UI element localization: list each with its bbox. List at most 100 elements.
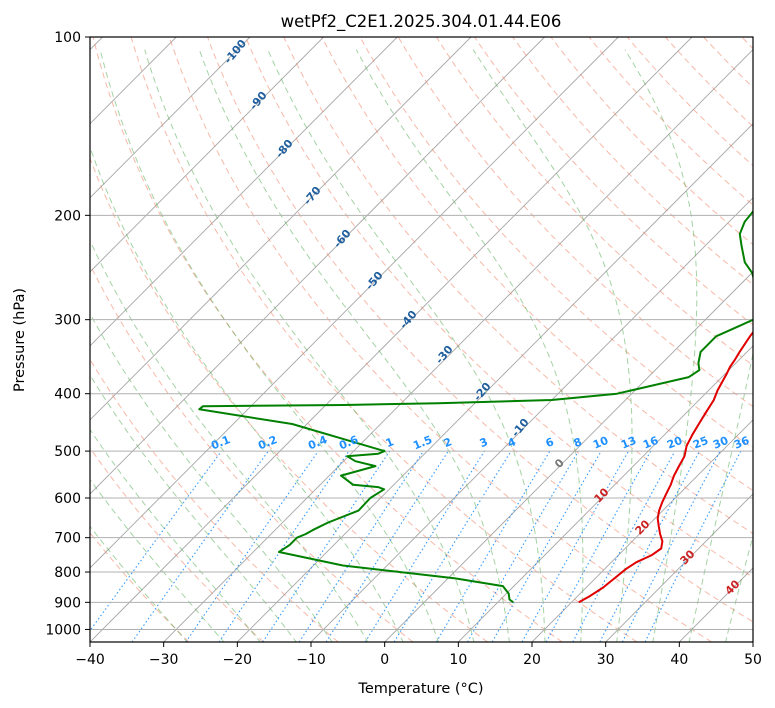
moist-adiabat [725, 534, 753, 642]
mixing-ratio-label: 1 [384, 435, 396, 450]
y-tick-label: 1000 [45, 622, 81, 638]
dry-adiabat-label: -40 [397, 308, 420, 332]
mixing-ratio-label: 36 [732, 434, 751, 452]
x-tick-label: −40 [75, 652, 105, 668]
dry-adiabat [359, 37, 753, 449]
moist-adiabat [267, 49, 546, 642]
dry-adiabat [90, 157, 488, 642]
y-axis: 100 200 300 400 500 600 700 800 900 1000 [45, 30, 90, 638]
mixing-ratio-line [325, 450, 449, 642]
dry-adiabat [550, 37, 753, 246]
moist-adiabat [198, 49, 510, 642]
y-tick-label: 500 [54, 444, 81, 460]
skewed-isotherm [678, 567, 753, 642]
mixing-ratio-line [644, 450, 742, 642]
dry-adiabat-label: -80 [273, 137, 296, 161]
moist-adiabat [144, 49, 475, 642]
mixing-ratio-label: 1.5 [411, 433, 434, 452]
moist-adiabat-label: 30 [678, 547, 698, 567]
dry-adiabat [588, 37, 753, 206]
mixing-ratio-label: 20 [665, 434, 684, 452]
skewed-isotherm [90, 37, 251, 199]
mixing-ratio-label: 0.4 [306, 433, 329, 452]
y-tick-label: 600 [54, 491, 81, 507]
chart-title: wetPf2_C2E1.2025.304.01.44.E06 [281, 12, 562, 32]
y-axis-label: Pressure (hPa) [12, 288, 28, 392]
x-axis-label: Temperature (°C) [357, 681, 483, 697]
moist-adiabat [90, 145, 404, 642]
moist-adiabat [472, 49, 633, 642]
skewed-isotherm [384, 271, 753, 642]
moist-adiabat [688, 351, 753, 642]
skewed-isotherm [90, 37, 693, 642]
dry-adiabat [397, 37, 753, 408]
plot-frame [89, 36, 754, 643]
dry-adiabat [90, 358, 339, 642]
dry-adiabat-label: -50 [363, 269, 386, 293]
y-tick-label: 300 [54, 313, 81, 329]
mixing-ratio-line [435, 450, 551, 642]
y-tick-label: 400 [54, 387, 81, 403]
moist-adiabat-label: 40 [723, 577, 743, 597]
x-tick-label: 10 [449, 652, 467, 668]
mixing-ratio-label: 16 [641, 434, 660, 452]
x-tick-label: −30 [149, 652, 179, 668]
mixing-ratio-line [621, 450, 721, 642]
skewed-isotherm [90, 37, 619, 569]
moist-adiabat-label: 0 [552, 456, 567, 471]
mixing-ratio-line [521, 450, 629, 642]
skewed-isotherm [90, 37, 545, 495]
skewed-isotherm [457, 345, 753, 642]
dry-adiabat [283, 37, 753, 535]
dry-adiabat [168, 37, 712, 642]
mixing-ratio-label: 30 [711, 434, 730, 452]
dry-adiabat [92, 37, 563, 642]
dry-adiabat [245, 37, 753, 578]
y-tick-label: 200 [54, 208, 81, 224]
mixing-ratio-label: 10 [591, 434, 610, 452]
mixing-ratio-label: 25 [691, 434, 710, 452]
mixing-ratio-line [298, 450, 424, 642]
mixing-ratio-label: 13 [619, 434, 638, 452]
mixing-ratio-line [599, 450, 701, 642]
dry-adiabat [512, 37, 753, 286]
moist-adiabat [99, 49, 440, 642]
skewed-isotherm [236, 123, 753, 642]
moist-adiabat [624, 49, 698, 642]
dry-adiabat [474, 37, 753, 326]
mixing-ratio-label: 6 [544, 435, 556, 450]
mixing-ratio-label: 0.1 [209, 433, 232, 452]
dry-adiabat [90, 447, 264, 642]
mixing-ratio-line [262, 450, 391, 642]
mixing-ratio-label: 3 [478, 435, 490, 450]
temperature-line [578, 330, 753, 604]
dry-adiabat [435, 37, 753, 367]
mixing-ratio-line [90, 450, 222, 632]
dry-adiabat [626, 37, 753, 167]
y-tick-label: 800 [54, 565, 81, 581]
mixing-ratio-label: 8 [572, 435, 584, 450]
dry-adiabat [90, 531, 190, 642]
skewed-isotherm [90, 37, 398, 347]
moist-adiabat-label: 20 [633, 517, 653, 537]
x-axis: −40 −30 −20 −10 0 10 20 30 40 50 [75, 642, 762, 668]
grid-lines [90, 36, 753, 630]
skewed-isotherm [531, 419, 753, 642]
isopleth-labels: -100-90-80-70-60-50-40-30-20-10010203040… [209, 37, 751, 598]
mixing-ratio-line [218, 450, 350, 642]
series-layer [198, 210, 753, 604]
dry-adiabat-label: -30 [433, 343, 456, 367]
skewed-isotherm [90, 37, 324, 273]
dry-adiabat [321, 37, 753, 492]
dry-adiabat-label: -90 [247, 89, 270, 113]
x-tick-label: 40 [670, 652, 688, 668]
y-tick-label: 100 [54, 30, 81, 46]
mixing-ratio-label: 2 [442, 435, 454, 450]
moist-adiabat [90, 428, 261, 642]
skewed-isotherm [163, 49, 753, 642]
x-tick-label: 30 [597, 652, 615, 668]
x-tick-label: 50 [744, 652, 762, 668]
background-lines [90, 37, 753, 642]
x-tick-label: 0 [380, 652, 389, 668]
